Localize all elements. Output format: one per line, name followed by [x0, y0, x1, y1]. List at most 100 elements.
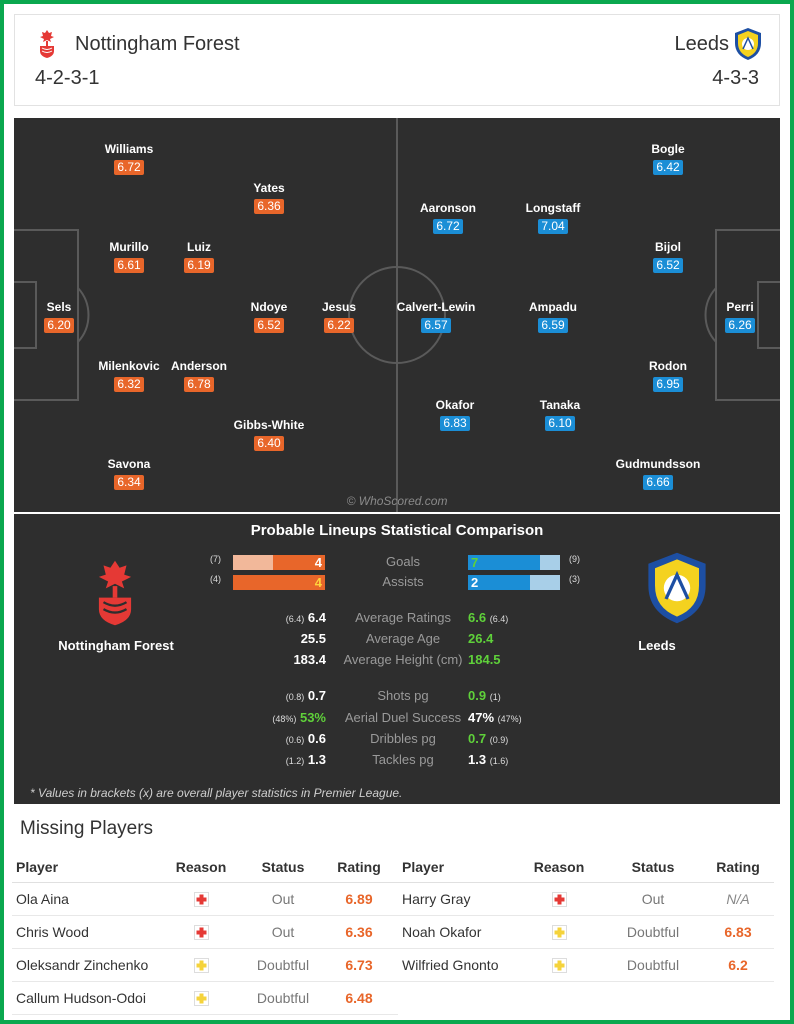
home-player[interactable]: Anderson 6.78 [154, 359, 244, 393]
table-row: Ola Aina Out 6.89 [12, 882, 398, 916]
reason-cell [156, 948, 246, 982]
reason-cell [514, 915, 604, 949]
away-overall: (0.9) [489, 735, 509, 745]
home-value: 6.4 [307, 610, 326, 625]
player-name: Calvert-Lewin [396, 300, 476, 314]
player-status: Doubtful [246, 948, 320, 982]
away-value: 47% [468, 710, 495, 725]
away-bar: 2 [468, 575, 560, 590]
home-team-name[interactable]: Nottingham Forest [75, 33, 240, 55]
away-player[interactable]: Okafor 6.83 [410, 398, 500, 432]
player-name: Bijol [655, 240, 681, 254]
player-name[interactable]: Oleksandr Zinchenko [12, 948, 156, 982]
col-rating[interactable]: Rating [320, 852, 398, 883]
col-reason[interactable]: Reason [156, 852, 246, 883]
missing-players-title: Missing Players [20, 818, 154, 839]
player-name: Bogle [651, 142, 685, 156]
home-overall: (6.4) [285, 614, 305, 624]
stat-bar-row: (4) 4 Assists 2 (3) [14, 572, 780, 592]
away-player[interactable]: Ampadu 6.59 [508, 300, 598, 334]
player-name: Yates [253, 181, 285, 195]
doubtful-icon [193, 990, 209, 1006]
away-overall: (9) [569, 554, 580, 564]
watermark: © WhoScored.com [346, 494, 448, 508]
home-missing-table: Player Reason Status Rating Ola Aina Out 6… [12, 852, 398, 1015]
home-stat: 183.4 [293, 650, 326, 671]
away-player[interactable]: Aaronson 6.72 [403, 201, 493, 235]
home-stat: (0.8) 0.7 [286, 686, 326, 707]
doubtful-icon [551, 924, 567, 940]
home-overall: (7) [210, 554, 221, 564]
player-rating: 6.52 [254, 318, 284, 333]
stat-label: Tackles pg [372, 752, 434, 767]
player-rating: 6.52 [653, 258, 683, 273]
home-player[interactable]: Jesus 6.22 [294, 300, 384, 334]
home-overall: (0.6) [285, 735, 305, 745]
player-name[interactable]: Wilfried Gnonto [398, 948, 514, 982]
home-player[interactable]: Gibbs-White 6.40 [224, 418, 314, 452]
player-rating: 6.22 [324, 318, 354, 333]
home-overall: (4) [210, 574, 221, 584]
home-player[interactable]: Yates 6.36 [224, 181, 314, 215]
table-row: Noah Okafor Doubtful 6.83 [398, 915, 774, 949]
player-name: Okafor [435, 398, 475, 412]
player-rating: 6.59 [538, 318, 568, 333]
away-player[interactable]: Longstaff 7.04 [508, 201, 598, 235]
away-player[interactable]: Calvert-Lewin 6.57 [391, 300, 481, 334]
home-player[interactable]: Luiz 6.19 [154, 240, 244, 274]
away-player[interactable]: Rodon 6.95 [623, 359, 713, 393]
table-row: Wilfried Gnonto Doubtful 6.2 [398, 948, 774, 982]
col-reason[interactable]: Reason [514, 852, 604, 883]
stat-label: Goals [386, 554, 420, 569]
away-stat: 0.7 (0.9) [468, 729, 508, 750]
away-player[interactable]: Tanaka 6.10 [515, 398, 605, 432]
player-name[interactable]: Chris Wood [12, 915, 156, 949]
away-player[interactable]: Perri 6.26 [695, 300, 780, 334]
footnote: * Values in brackets (x) are overall pla… [30, 786, 403, 800]
away-value: 1.3 [468, 752, 487, 767]
col-status[interactable]: Status [246, 852, 320, 883]
col-player[interactable]: Player [12, 852, 156, 883]
home-value: 4 [314, 555, 322, 570]
player-rating: 6.72 [114, 160, 144, 175]
player-rating: 6.2 [702, 948, 774, 982]
away-value: 2 [471, 575, 479, 590]
player-rating: N/A [702, 882, 774, 916]
away-value: 6.6 [468, 610, 487, 625]
away-team-name[interactable]: Leeds [674, 33, 730, 55]
player-name[interactable]: Harry Gray [398, 882, 514, 916]
home-player[interactable]: Milenkovic 6.32 [84, 359, 174, 393]
player-name: Gibbs-White [233, 418, 305, 432]
col-rating[interactable]: Rating [702, 852, 774, 883]
player-rating: 6.66 [643, 475, 673, 490]
leeds-crest-icon [648, 552, 706, 624]
col-player[interactable]: Player [398, 852, 514, 883]
match-header: Nottingham Forest 4-2-3-1 Leeds 4-3-3 [14, 14, 780, 106]
home-player[interactable]: Williams 6.72 [84, 142, 174, 176]
player-status: Out [246, 915, 320, 949]
player-name[interactable]: Ola Aina [12, 882, 156, 916]
stat-row: (1.2) 1.3 Tackles pg 1.3 (1.6) [14, 750, 780, 770]
home-player[interactable]: Ndoye 6.52 [224, 300, 314, 334]
player-rating: 6.36 [254, 199, 284, 214]
away-overall: (6.4) [489, 614, 509, 624]
player-name[interactable]: Callum Hudson-Odoi [12, 981, 156, 1015]
home-player[interactable]: Sels 6.20 [14, 300, 104, 334]
home-stat: 25.5 [301, 629, 326, 650]
player-name: Murillo [109, 240, 149, 254]
player-name[interactable]: Noah Okafor [398, 915, 514, 949]
stat-row: (0.8) 0.7 Shots pg 0.9 (1) [14, 686, 780, 706]
away-player[interactable]: Bijol 6.52 [623, 240, 713, 274]
stat-label: Average Height (cm) [343, 652, 463, 667]
home-player[interactable]: Murillo 6.61 [84, 240, 174, 274]
pitch-lines [14, 118, 780, 512]
away-value: 184.5 [468, 652, 501, 667]
col-status[interactable]: Status [604, 852, 702, 883]
home-value: 4 [314, 575, 322, 590]
away-player[interactable]: Gudmundsson 6.66 [613, 457, 703, 491]
away-player[interactable]: Bogle 6.42 [623, 142, 713, 176]
player-name: Ndoye [250, 300, 288, 314]
home-stat: (1.2) 1.3 [286, 750, 326, 771]
home-player[interactable]: Savona 6.34 [84, 457, 174, 491]
stats-comparison: Probable Lineups Statistical Comparison … [14, 514, 780, 804]
